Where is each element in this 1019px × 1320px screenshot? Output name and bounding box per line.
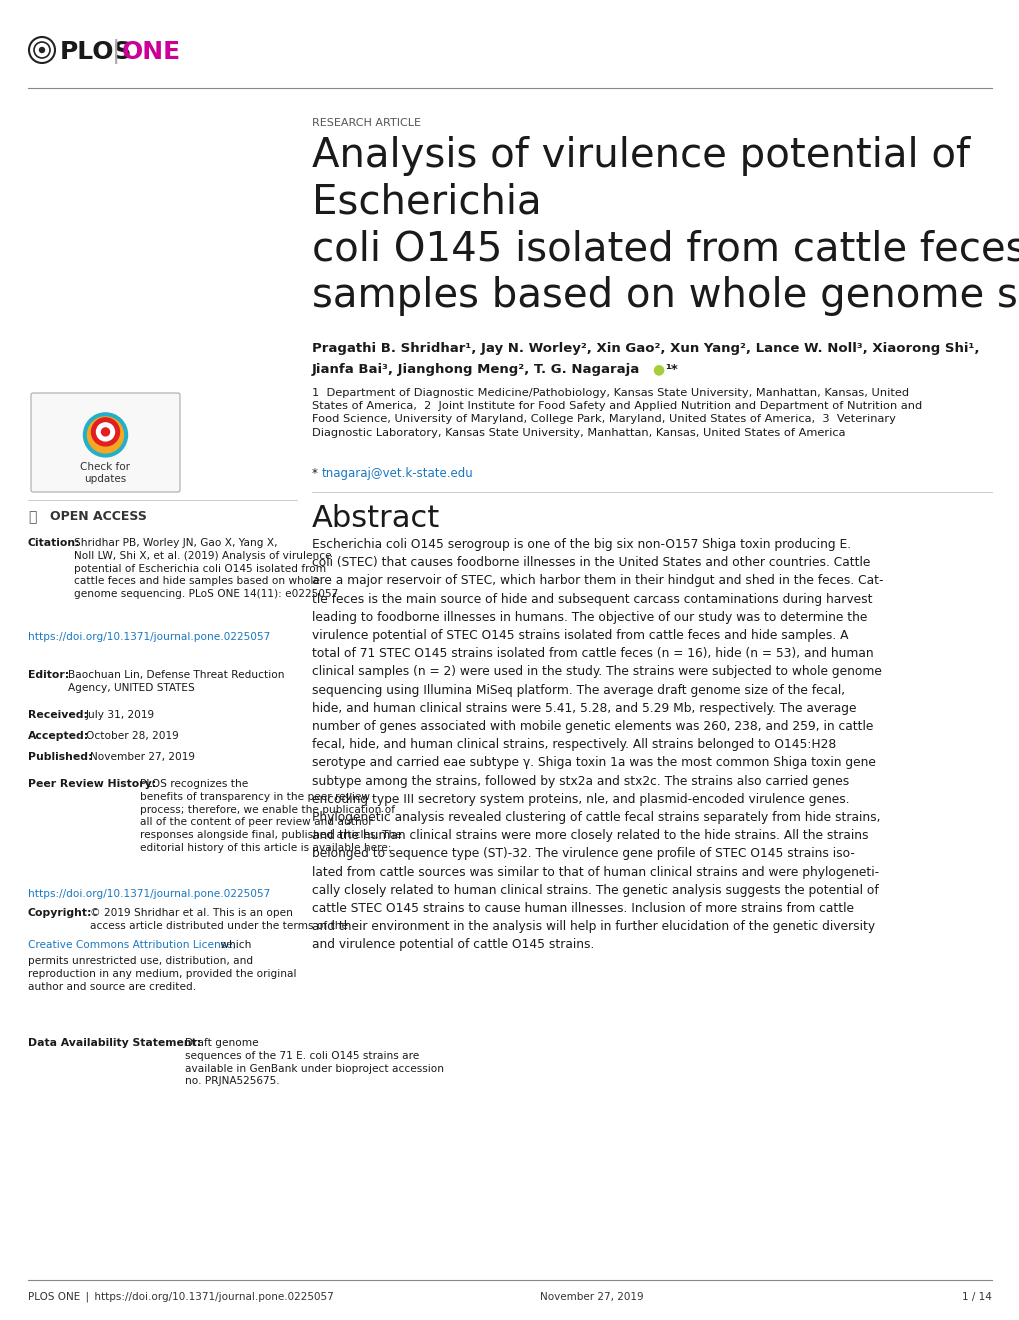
Circle shape bbox=[102, 428, 109, 436]
Text: which: which bbox=[217, 940, 251, 950]
Text: PLOS recognizes the
benefits of transparency in the peer review
process; therefo: PLOS recognizes the benefits of transpar… bbox=[140, 779, 401, 853]
Text: Published:: Published: bbox=[28, 752, 93, 762]
Circle shape bbox=[84, 413, 127, 457]
Text: © 2019 Shridhar et al. This is an open
access article distributed under the term: © 2019 Shridhar et al. This is an open a… bbox=[90, 908, 347, 931]
Text: Data Availability Statement:: Data Availability Statement: bbox=[28, 1038, 201, 1048]
Circle shape bbox=[97, 422, 114, 441]
Text: Editor:: Editor: bbox=[28, 671, 69, 680]
Text: https://doi.org/10.1371/journal.pone.0225057: https://doi.org/10.1371/journal.pone.022… bbox=[28, 888, 270, 899]
Text: Accepted:: Accepted: bbox=[28, 731, 90, 741]
Text: Creative Commons Attribution License,: Creative Commons Attribution License, bbox=[28, 940, 235, 950]
Text: *: * bbox=[312, 467, 320, 480]
Text: 1 / 14: 1 / 14 bbox=[961, 1292, 991, 1302]
Text: Analysis of virulence potential of 
Escherichia
coli O145 isolated from cattle f: Analysis of virulence potential of Esche… bbox=[312, 136, 1019, 317]
Text: Shridhar PB, Worley JN, Gao X, Yang X,
Noll LW, Shi X, et al. (2019) Analysis of: Shridhar PB, Worley JN, Gao X, Yang X, N… bbox=[74, 539, 341, 599]
Text: PLOS: PLOS bbox=[60, 40, 132, 63]
Text: https://doi.org/10.1371/journal.pone.0225057: https://doi.org/10.1371/journal.pone.022… bbox=[28, 632, 270, 642]
Text: Abstract: Abstract bbox=[312, 504, 440, 533]
Circle shape bbox=[40, 48, 45, 53]
Text: |: | bbox=[112, 40, 120, 65]
Text: Jianfa Bai³, Jianghong Meng², T. G. Nagaraja: Jianfa Bai³, Jianghong Meng², T. G. Naga… bbox=[312, 363, 640, 376]
Text: November 27, 2019: November 27, 2019 bbox=[539, 1292, 643, 1302]
Text: ¹*: ¹* bbox=[664, 363, 677, 376]
Text: July 31, 2019: July 31, 2019 bbox=[86, 710, 155, 719]
Text: Check for
updates: Check for updates bbox=[81, 462, 130, 483]
Text: 1  Department of Diagnostic Medicine/Pathobiology, Kansas State University, Manh: 1 Department of Diagnostic Medicine/Path… bbox=[312, 388, 921, 438]
Text: PLOS ONE | https://doi.org/10.1371/journal.pone.0225057: PLOS ONE | https://doi.org/10.1371/journ… bbox=[28, 1292, 333, 1303]
Text: November 27, 2019: November 27, 2019 bbox=[90, 752, 195, 762]
Text: Baochuan Lin, Defense Threat Reduction
Agency, UNITED STATES: Baochuan Lin, Defense Threat Reduction A… bbox=[68, 671, 284, 693]
Text: ●: ● bbox=[651, 362, 663, 376]
Text: ONE: ONE bbox=[122, 40, 181, 63]
Text: RESEARCH ARTICLE: RESEARCH ARTICLE bbox=[312, 117, 421, 128]
Text: Peer Review History:: Peer Review History: bbox=[28, 779, 156, 789]
Text: 🔓: 🔓 bbox=[28, 510, 37, 524]
Circle shape bbox=[92, 418, 119, 446]
FancyBboxPatch shape bbox=[31, 393, 179, 492]
Text: Copyright:: Copyright: bbox=[28, 908, 93, 917]
Circle shape bbox=[88, 417, 123, 453]
Text: OPEN ACCESS: OPEN ACCESS bbox=[50, 510, 147, 523]
Text: Escherichia coli O145 serogroup is one of the big six non-O157 Shiga toxin produ: Escherichia coli O145 serogroup is one o… bbox=[312, 539, 882, 952]
Text: October 28, 2019: October 28, 2019 bbox=[86, 731, 178, 741]
Text: Pragathi B. Shridhar¹, Jay N. Worley², Xin Gao², Xun Yang², Lance W. Noll³, Xiao: Pragathi B. Shridhar¹, Jay N. Worley², X… bbox=[312, 342, 978, 355]
Text: Received:: Received: bbox=[28, 710, 88, 719]
Text: Draft genome
sequences of the 71 E. coli O145 strains are
available in GenBank u: Draft genome sequences of the 71 E. coli… bbox=[184, 1038, 443, 1086]
Text: permits unrestricted use, distribution, and
reproduction in any medium, provided: permits unrestricted use, distribution, … bbox=[28, 956, 297, 991]
Text: Citation:: Citation: bbox=[28, 539, 81, 548]
Text: tnagaraj@vet.k-state.edu: tnagaraj@vet.k-state.edu bbox=[322, 467, 473, 480]
